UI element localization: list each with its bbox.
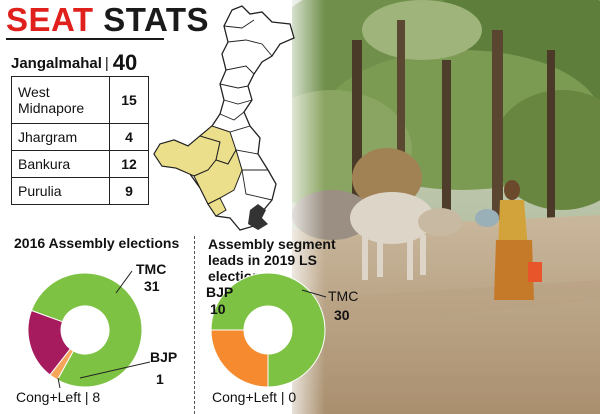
west-bengal-map: [153, 5, 295, 231]
chart2-donut: [210, 272, 326, 388]
chart2-cong-label: Cong+Left | 0: [212, 389, 297, 405]
table-row: West Midnapore 15: [11, 76, 149, 124]
chart2-tmc-label: TMC: [328, 288, 359, 304]
region-total: 40: [112, 50, 138, 75]
title-underline: [6, 38, 164, 40]
map-west-midnapore: [193, 148, 243, 205]
background-photo: [292, 0, 600, 414]
chart2-title: Assembly segment leads in 2019 LS electi…: [208, 236, 336, 284]
page-title: SEAT STATS: [6, 2, 209, 38]
district-seats: 15: [109, 76, 149, 124]
district-seats-table: West Midnapore 15 Jhargram 4 Bankura 12 …: [11, 76, 149, 205]
chart2-bjp-label: BJP: [206, 284, 234, 300]
chart1-donut: [27, 272, 143, 388]
chart1-tmc-label: TMC: [136, 261, 167, 277]
title-part2: STATS: [103, 1, 210, 38]
chart2-tmc-value: 30: [334, 307, 350, 323]
map-jhargram: [207, 197, 227, 217]
chart1-bjp-label: BJP: [150, 349, 178, 365]
donut-slice-tmc: [210, 272, 326, 388]
table-row: Jhargram 4: [11, 123, 149, 151]
donut-slice-cong-left: [27, 309, 71, 376]
region-separator: |: [104, 55, 109, 72]
region-header: Jangalmahal | 40: [11, 50, 137, 76]
chart1-cong-label: Cong+Left | 8: [16, 389, 101, 405]
district-name: Jhargram: [11, 123, 110, 151]
district-name: West Midnapore: [11, 76, 110, 124]
map-state-outline: [153, 5, 295, 231]
table-row: Purulia 9: [11, 177, 149, 205]
chart1-title: 2016 Assembly elections: [14, 235, 180, 251]
region-name: Jangalmahal: [11, 55, 102, 72]
district-seats: 12: [109, 150, 149, 178]
district-name: Purulia: [11, 177, 110, 205]
district-seats: 4: [109, 123, 149, 151]
donut-slice-tmc: [30, 272, 143, 388]
donut-slice-bjp: [210, 329, 269, 388]
district-name: Bankura: [11, 150, 110, 178]
title-part1: SEAT: [6, 1, 94, 38]
table-row: Bankura 12: [11, 150, 149, 178]
map-delta: [248, 204, 268, 230]
chart1-tmc-value: 31: [144, 278, 160, 294]
chart1-bjp-value: 1: [156, 371, 164, 387]
chart-divider: [194, 236, 195, 414]
district-seats: 9: [109, 177, 149, 205]
chart2-bjp-value: 10: [210, 301, 226, 317]
